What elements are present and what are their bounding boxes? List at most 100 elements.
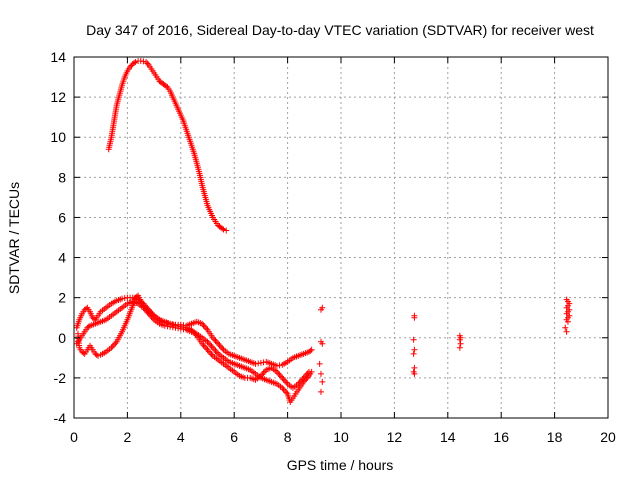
data-point	[410, 336, 417, 343]
x-tick-label: 2	[124, 429, 132, 445]
x-tick-label: 4	[177, 429, 185, 445]
data-point	[217, 343, 224, 350]
data-point	[203, 345, 210, 352]
data-point	[562, 324, 569, 331]
data-point	[219, 225, 226, 232]
data-point	[273, 362, 280, 369]
data-point	[279, 374, 286, 381]
data-point	[411, 312, 418, 319]
x-tick-label: 6	[230, 429, 238, 445]
data-point	[252, 360, 259, 367]
data-point	[119, 295, 126, 302]
x-tick-label: 20	[600, 429, 616, 445]
data-point	[281, 377, 288, 384]
data-point	[411, 364, 418, 371]
x-tick-labels: 0 2 4 6 8 10 12 14 16 18 20	[70, 429, 616, 445]
data-point	[164, 323, 171, 330]
data-point	[121, 295, 128, 302]
data-point	[260, 369, 267, 376]
data-point	[163, 83, 170, 90]
data-point	[296, 379, 303, 386]
y-tick-label: 0	[58, 330, 66, 346]
data-point	[207, 341, 214, 348]
y-tick-label: 14	[50, 49, 66, 65]
data-point	[205, 348, 212, 355]
data-point	[283, 379, 290, 386]
data-point	[456, 336, 463, 343]
data-point	[297, 377, 304, 384]
series-high-arc	[105, 58, 230, 234]
data-points	[73, 58, 573, 405]
grid-lines	[74, 57, 608, 418]
data-point	[204, 346, 211, 353]
data-point	[140, 58, 147, 65]
data-point	[131, 60, 138, 67]
data-point	[257, 359, 264, 366]
x-axis-label: GPS time / hours	[287, 457, 394, 473]
data-point	[219, 345, 226, 352]
data-point	[276, 371, 283, 378]
data-point	[211, 336, 218, 343]
data-point	[317, 388, 324, 395]
data-point	[143, 59, 150, 66]
data-point	[111, 341, 118, 348]
y-tick-label: -4	[54, 410, 67, 426]
x-tick-label: 10	[333, 429, 349, 445]
data-point	[83, 305, 90, 312]
series-near-12-7-h	[410, 312, 418, 377]
data-point	[280, 376, 287, 383]
data-point	[211, 346, 218, 353]
data-point	[213, 339, 220, 346]
data-point	[91, 315, 98, 322]
data-point	[208, 351, 215, 358]
chart-title: Day 347 of 2016, Sidereal Day-to-day VTE…	[86, 22, 594, 38]
x-tick-label: 12	[387, 429, 403, 445]
data-point	[208, 343, 215, 350]
data-point	[80, 349, 87, 356]
series-near-9-3-h	[316, 304, 326, 395]
data-point	[307, 347, 314, 354]
data-point	[276, 362, 283, 369]
data-point	[175, 323, 182, 330]
data-point	[308, 346, 315, 353]
data-point	[215, 340, 222, 347]
series-near-14-4-h	[456, 332, 464, 351]
data-point	[132, 59, 139, 66]
x-tick-label: 16	[493, 429, 509, 445]
x-tick-label: 0	[70, 429, 78, 445]
x-tick-label: 18	[547, 429, 563, 445]
data-point	[457, 340, 464, 347]
data-point	[277, 373, 284, 380]
y-axis-label: SDTVAR / TECUs	[6, 182, 22, 294]
axis-ticks	[73, 56, 609, 419]
y-tick-label: 4	[58, 250, 66, 266]
data-point	[319, 378, 326, 385]
data-point	[456, 344, 463, 351]
data-point	[212, 347, 219, 354]
data-point	[201, 323, 208, 330]
data-point	[216, 342, 223, 349]
data-point	[564, 318, 571, 325]
data-point	[305, 368, 312, 375]
data-point	[220, 226, 227, 233]
data-point	[317, 370, 324, 377]
data-point	[205, 340, 212, 347]
data-point	[223, 227, 230, 234]
x-tick-label: 14	[440, 429, 456, 445]
data-point	[280, 386, 287, 393]
data-point	[255, 360, 262, 367]
y-tick-label: 6	[58, 209, 66, 225]
data-point	[201, 343, 208, 350]
data-point	[95, 352, 102, 359]
y-tick-labels: -4 -2 0 2 4 6 8 10 12 14	[50, 49, 66, 426]
data-point	[281, 387, 288, 394]
data-point	[319, 304, 326, 311]
data-point	[411, 346, 418, 353]
data-point	[411, 370, 418, 377]
series-near-18-5-h	[562, 296, 573, 335]
x-tick-label: 8	[284, 429, 292, 445]
y-tick-label: 12	[50, 89, 66, 105]
data-point	[316, 360, 323, 367]
data-point	[209, 344, 216, 351]
